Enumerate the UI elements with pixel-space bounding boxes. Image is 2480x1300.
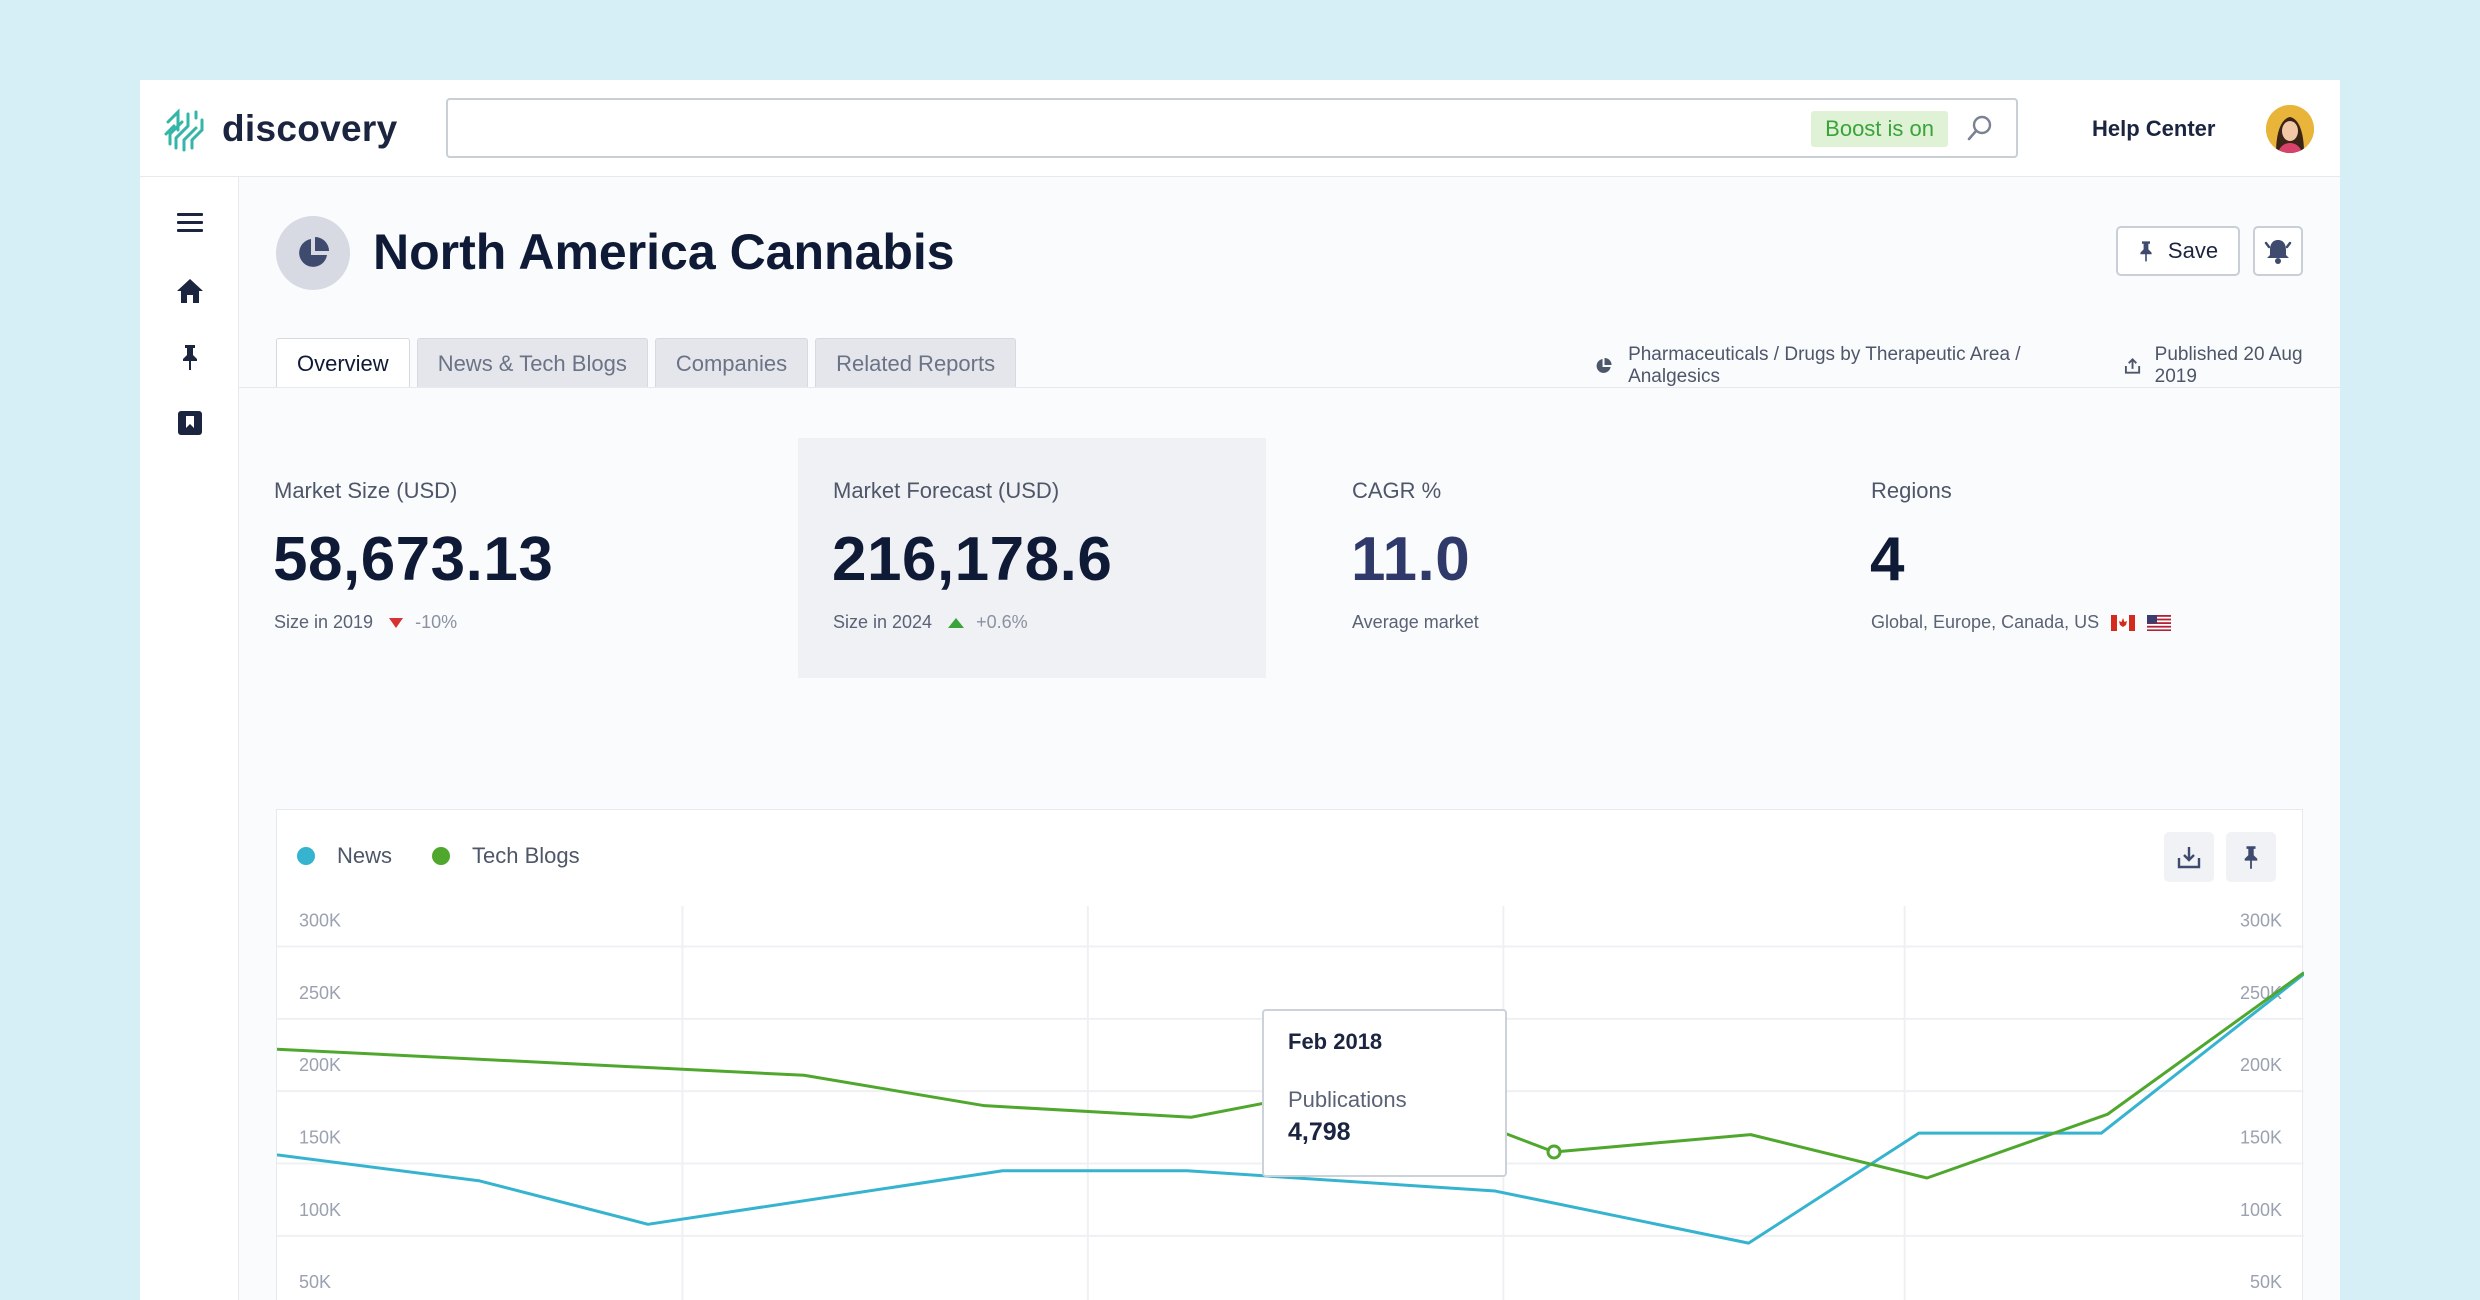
y-tick-label-right: 150K <box>2240 1128 2282 1148</box>
stat-cagr: CAGR % 11.0 Average market <box>1317 438 1785 678</box>
logo-icon <box>164 108 204 152</box>
y-tick-label-left: 100K <box>299 1200 341 1220</box>
menu-icon[interactable] <box>174 207 206 239</box>
series-line-news <box>277 972 2304 1245</box>
sidebar <box>140 177 239 1300</box>
y-tick-label-right: 300K <box>2240 910 2282 930</box>
legend-news[interactable]: News <box>297 843 392 869</box>
avatar[interactable] <box>2266 105 2314 153</box>
legend-dot-news <box>297 847 315 865</box>
stat-value: 216,178.6 <box>832 525 1113 594</box>
tab-related-reports[interactable]: Related Reports <box>815 338 1017 388</box>
stat-market-size: Market Size (USD) 58,673.13 Size in 2019… <box>239 438 707 678</box>
app-window: discovery Boost is on Help Center <box>140 80 2340 1300</box>
tooltip-date: Feb 2018 <box>1288 1029 1383 1054</box>
tab-divider <box>239 387 2340 388</box>
tab-companies[interactable]: Companies <box>654 338 809 388</box>
stat-label: Market Forecast (USD) <box>833 478 1060 503</box>
pie-chart-icon <box>1596 357 1612 373</box>
tab-overview[interactable]: Overview <box>276 338 410 388</box>
tooltip-metric: Publications <box>1288 1087 1407 1112</box>
avatar-icon <box>2266 105 2314 153</box>
legend-dot-tech-blogs <box>432 847 451 865</box>
download-icon <box>2177 847 2201 869</box>
trend-down-icon <box>389 617 404 628</box>
logo-text: discovery <box>222 108 398 149</box>
stat-subtext: Global, Europe, Canada, US <box>1871 612 2100 632</box>
bookmark-icon[interactable] <box>174 407 206 439</box>
legend-label: News <box>337 843 393 868</box>
chart-tooltip: Feb 2018 Publications 4,798 <box>1262 1009 1507 1177</box>
stat-change: +0.6% <box>976 612 1028 632</box>
chart-legend: News Tech Blogs <box>297 843 620 869</box>
pin-chart-button[interactable] <box>2226 832 2276 882</box>
category-path[interactable]: Pharmaceuticals / Drugs by Therapeutic A… <box>1628 344 2021 387</box>
pie-chart-icon <box>276 216 350 290</box>
stat-value: 4 <box>1870 525 1905 594</box>
published-date: Published 20 Aug 2019 <box>2154 344 2303 387</box>
bell-icon <box>2264 240 2292 264</box>
y-tick-label-right: 200K <box>2240 1055 2282 1075</box>
search-input[interactable]: Boost is on <box>446 98 2018 158</box>
y-tick-label-left: 300K <box>299 910 341 930</box>
save-button[interactable]: Save <box>2116 226 2240 276</box>
tab-bar: Overview News & Tech Blogs Companies Rel… <box>276 338 1023 388</box>
download-button[interactable] <box>2164 832 2214 882</box>
stat-label: Regions <box>1871 478 1952 503</box>
stat-value: 58,673.13 <box>273 525 554 594</box>
boost-badge[interactable]: Boost is on <box>1811 111 1948 147</box>
legend-tech-blogs[interactable]: Tech Blogs <box>432 843 580 869</box>
pin-icon[interactable] <box>174 341 206 373</box>
help-center-link[interactable]: Help Center <box>2092 116 2216 141</box>
stat-label: Market Size (USD) <box>274 478 458 503</box>
pin-icon <box>2140 241 2152 262</box>
stat-subtext: Size in 2019 <box>274 612 374 632</box>
home-icon[interactable] <box>174 275 206 307</box>
stat-market-forecast: Market Forecast (USD) 216,178.6 Size in … <box>798 438 1266 678</box>
stat-subtext: Average market <box>1352 612 1479 632</box>
logo[interactable]: discovery <box>162 104 397 154</box>
stat-change: -10% <box>415 612 458 632</box>
tooltip-value: 4,798 <box>1288 1118 1351 1146</box>
y-tick-label-left: 150K <box>299 1128 341 1148</box>
y-tick-label-right: 50K <box>2250 1272 2282 1292</box>
highlighted-data-point[interactable] <box>1546 1144 1562 1160</box>
y-tick-label-right: 100K <box>2240 1200 2282 1220</box>
share-icon <box>2124 358 2140 374</box>
stat-subtext: Size in 2024 <box>833 612 933 632</box>
tab-news-tech-blogs[interactable]: News & Tech Blogs <box>416 338 648 388</box>
search-icon[interactable] <box>1966 114 1994 142</box>
save-label: Save <box>2167 238 2219 263</box>
trend-up-icon <box>948 617 965 628</box>
main-content: North America Cannabis Save Overview New… <box>239 177 2340 1300</box>
stat-label: CAGR % <box>1352 478 1442 503</box>
y-tick-label-left: 200K <box>299 1055 341 1075</box>
stat-regions: Regions 4 Global, Europe, Canada, US <box>1836 438 2304 678</box>
y-tick-label-left: 50K <box>299 1272 331 1292</box>
stat-value: 11.0 <box>1351 525 1471 594</box>
alert-button[interactable] <box>2253 226 2303 276</box>
top-bar: discovery Boost is on Help Center <box>140 80 2340 177</box>
page-title: North America Cannabis <box>373 224 955 280</box>
y-tick-label-left: 250K <box>299 983 341 1003</box>
us-flag-icon <box>2147 614 2172 631</box>
legend-label: Tech Blogs <box>472 843 580 868</box>
pin-icon <box>2244 846 2258 869</box>
breadcrumb: Pharmaceuticals / Drugs by Therapeutic A… <box>1595 344 2340 388</box>
canada-flag-icon <box>2111 614 2136 631</box>
